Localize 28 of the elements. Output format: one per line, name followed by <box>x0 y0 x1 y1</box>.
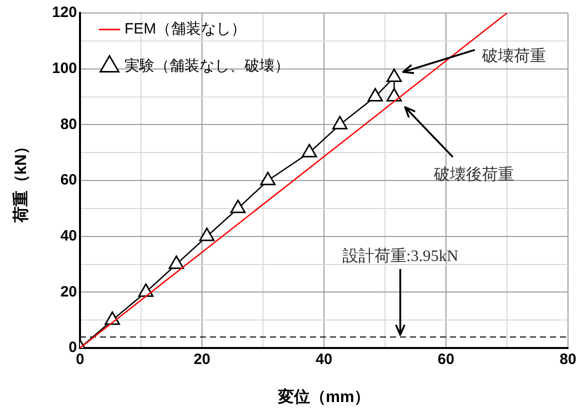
point <box>302 144 318 158</box>
ref-line-label: 設計荷重:3.95kN <box>342 247 459 266</box>
point <box>332 116 348 130</box>
x-tick-label: 80 <box>560 351 576 368</box>
y-tick-label: 60 <box>60 172 77 189</box>
point <box>386 68 402 82</box>
y-tick-label: 0 <box>68 339 77 356</box>
x-tick-label: 40 <box>316 351 332 368</box>
point <box>199 228 215 242</box>
y-tick-label: 80 <box>60 116 77 133</box>
y-tick-label: 20 <box>60 283 77 300</box>
point <box>368 88 383 102</box>
point <box>138 283 154 297</box>
point <box>168 256 184 269</box>
y-tick-label: 40 <box>60 227 77 244</box>
annotation: 破壊荷重 <box>481 47 546 66</box>
y-axis-title: 荷重（kN） <box>12 138 30 224</box>
x-axis-title: 変位（mm） <box>276 386 370 406</box>
legend-label: 実験（舗装なし、破壊） <box>124 58 290 75</box>
point <box>230 200 246 214</box>
y-tick-label: 120 <box>52 4 77 22</box>
point <box>386 88 402 102</box>
x-tick-label: 60 <box>438 351 454 368</box>
annotation: 破壊後荷重 <box>432 165 514 184</box>
x-tick-label: 20 <box>194 351 210 368</box>
y-tick-label: 100 <box>52 60 77 77</box>
point <box>260 172 276 186</box>
legend-label: FEM（舗装なし） <box>124 20 246 38</box>
